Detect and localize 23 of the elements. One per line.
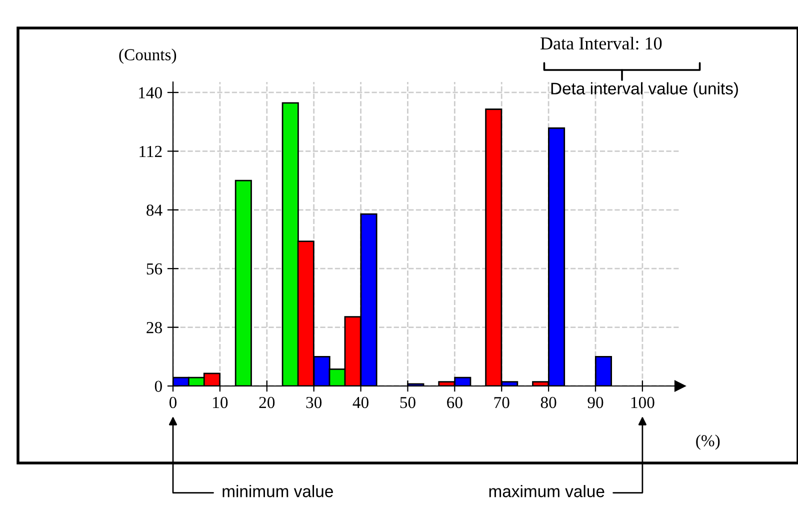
x-tick-label: 10 (213, 396, 228, 408)
y-axis-title: (Counts) (119, 48, 176, 64)
x-axis-title: (%) (696, 434, 720, 450)
x-tick-label: 80 (540, 396, 556, 408)
x-tick-label: 40 (352, 396, 368, 408)
text: maximum value (489, 485, 604, 498)
y-tick-label: 0 (154, 380, 162, 392)
x-tick-label: 30 (306, 396, 322, 408)
text: minimum value (222, 485, 333, 498)
x-tick-label: 50 (400, 396, 416, 408)
y-tick-label: 112 (140, 146, 162, 157)
x-tick-label: 90 (588, 396, 604, 408)
x-tick-label: 70 (494, 396, 510, 408)
x-tick-label: 20 (259, 396, 275, 408)
y-tick-label: 84 (146, 204, 162, 216)
y-tick-label: 140 (139, 87, 162, 98)
text: Data Interval: 10 (540, 36, 662, 50)
annotation: Deta interval value (units) (551, 82, 738, 98)
x-tick-label: 0 (169, 396, 177, 408)
y-tick-label: 28 (146, 322, 162, 334)
x-tick-label: 100 (631, 396, 654, 408)
y-tick-label: 56 (146, 263, 162, 275)
x-tick-label: 60 (447, 396, 462, 408)
